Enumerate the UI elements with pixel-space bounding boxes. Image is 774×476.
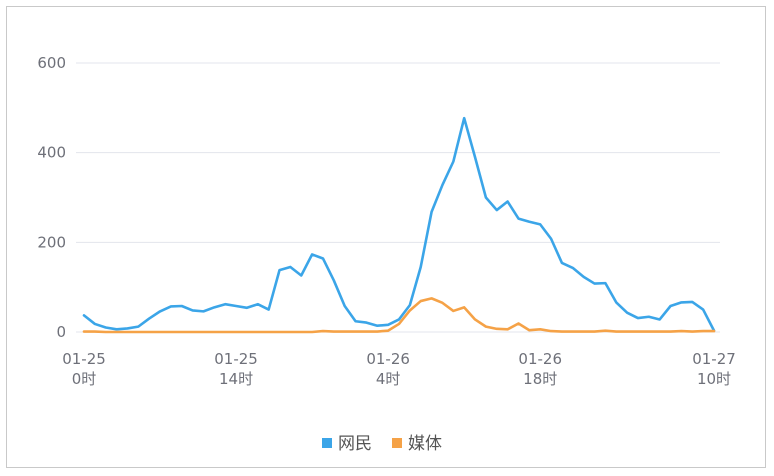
x-tick-hour-14: 14时 (219, 370, 253, 388)
y-tick-label-200: 200 (37, 233, 66, 251)
x-tick-date-14: 01-25 (214, 350, 258, 368)
grid-lines (76, 62, 720, 333)
y-tick-label-0: 0 (56, 323, 66, 341)
legend-label-0: 网民 (338, 434, 372, 454)
series-line-1 (82, 297, 716, 334)
legend-swatch-0 (322, 438, 332, 448)
series-line-0 (82, 116, 716, 332)
x-tick-hour-28: 4时 (376, 370, 401, 388)
x-tick-hour-0: 0时 (72, 370, 97, 388)
legend-item-1[interactable]: 媒体 (392, 434, 442, 454)
x-tick-date-0: 01-25 (62, 350, 106, 368)
y-axis: 0 200 400 600 (37, 54, 66, 341)
x-tick-hour-42: 18时 (523, 370, 557, 388)
x-tick-date-58: 01-27 (692, 350, 736, 368)
x-tick-hour-58: 10时 (697, 370, 731, 388)
legend-swatch-1 (392, 438, 402, 448)
legend[interactable]: 网民 媒体 (322, 434, 442, 454)
x-tick-date-28: 01-26 (366, 350, 410, 368)
legend-item-0[interactable]: 网民 (322, 434, 372, 454)
y-tick-label-600: 600 (37, 54, 66, 72)
legend-label-1: 媒体 (408, 434, 442, 454)
x-axis: 01-25 0时 01-25 14时 01-26 4时 01-26 18时 01-27 10时 (62, 350, 736, 388)
chart-frame (6, 6, 766, 468)
series-layer (82, 116, 716, 334)
y-tick-label-400: 400 (37, 144, 66, 162)
x-tick-date-42: 01-26 (518, 350, 562, 368)
